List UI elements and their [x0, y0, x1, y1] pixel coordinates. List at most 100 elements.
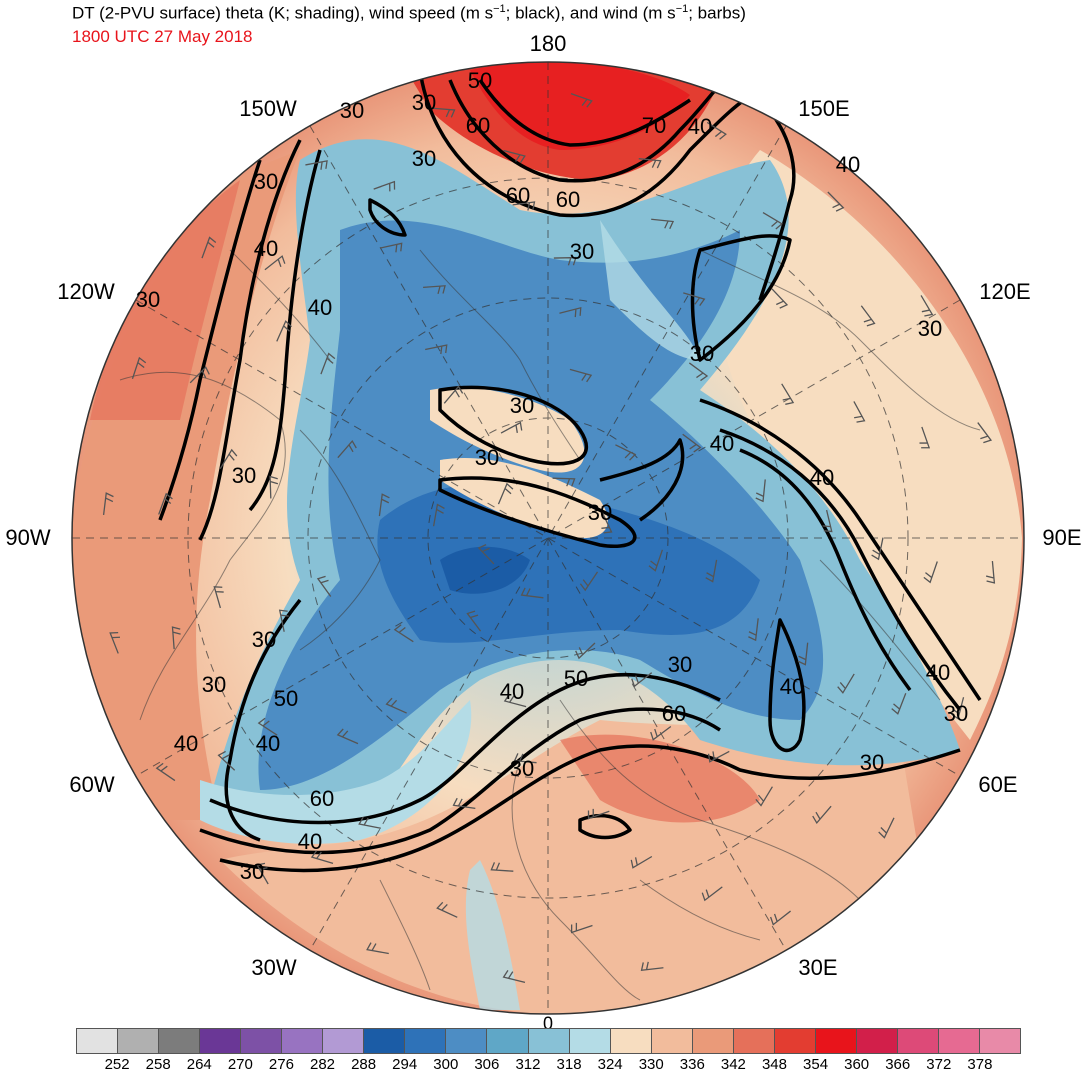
wind-barb	[871, 537, 884, 561]
wind-barb	[770, 910, 791, 926]
wind-barb	[380, 242, 403, 253]
wind-barb	[923, 561, 938, 584]
longitude-label-150w: 150W	[239, 96, 297, 121]
contour-label: 50	[274, 686, 298, 711]
contour-label: 60	[556, 187, 580, 212]
colorbar-tick-label: 276	[268, 1056, 294, 1073]
wind-barb	[477, 544, 495, 565]
wind-barb	[891, 692, 907, 715]
colorbar-swatch	[610, 1029, 652, 1053]
wind-barb	[985, 560, 996, 584]
colorbar-swatch	[980, 1029, 1021, 1053]
wind-barb	[213, 586, 224, 609]
wind-barb	[336, 728, 359, 745]
colorbar-swatch	[774, 1029, 816, 1053]
wind-barb	[762, 212, 784, 230]
colorbar-tick-label: 336	[679, 1056, 705, 1073]
colorbar-swatch	[569, 1029, 611, 1053]
longitude-label-90w: 90W	[5, 525, 51, 550]
contour-label: 70	[642, 113, 666, 138]
colorbar-tick-label: 270	[227, 1056, 253, 1073]
wind-barb	[559, 306, 582, 318]
wind-barb	[920, 295, 934, 317]
wind-barb	[682, 433, 702, 453]
wind-barb	[337, 439, 357, 459]
colorbar-tick-label: 366	[885, 1056, 911, 1073]
wind-barb	[755, 786, 773, 807]
wind-barb	[264, 255, 286, 271]
wind-barb	[490, 862, 514, 872]
colorbar-swatch	[241, 1029, 283, 1053]
figure-title: DT (2-PVU surface) theta (K; shading), w…	[72, 3, 746, 23]
wind-barb	[569, 368, 593, 383]
wind-barb	[278, 609, 289, 632]
contour-label: 30	[510, 393, 534, 418]
longitude-label-30w: 30W	[251, 955, 297, 980]
wind-barb	[837, 673, 855, 694]
contour-label: 60	[662, 701, 686, 726]
colorbar-swatch	[692, 1029, 734, 1053]
wind-barb	[579, 571, 599, 592]
contour-label: 30	[240, 859, 264, 884]
wind-barb	[748, 618, 759, 642]
valid-time: 1800 UTC 27 May 2018	[72, 27, 253, 46]
longitude-label-30e: 30E	[798, 955, 838, 980]
wind-barb	[155, 762, 176, 782]
contour-label: 30	[510, 756, 534, 781]
wind-barb	[320, 352, 336, 375]
wind-barb	[853, 401, 866, 423]
wind-barb	[827, 191, 845, 212]
wind-barb	[755, 479, 766, 503]
contour-label: 30	[136, 287, 160, 312]
wind-barb	[358, 816, 381, 829]
wind-barb	[951, 697, 965, 720]
contour-label: 40	[780, 674, 804, 699]
wind-barb	[701, 886, 723, 902]
colorbar-swatch	[282, 1029, 324, 1053]
contour-label: 30	[860, 750, 884, 775]
wind-barb	[878, 817, 895, 839]
contour-label: 30	[252, 627, 276, 652]
contour-label: 40	[500, 679, 524, 704]
wind-barb	[378, 493, 390, 517]
wind-barb	[316, 575, 332, 597]
contour-label: 50	[564, 666, 588, 691]
colorbar-swatch	[405, 1029, 447, 1053]
contour-label: 30	[944, 701, 968, 726]
longitude-label-60w: 60W	[69, 772, 115, 797]
colorbar	[76, 1028, 1021, 1054]
contour-label: 30	[668, 652, 692, 677]
wind-barb	[638, 158, 662, 169]
contour-label: 60	[310, 786, 334, 811]
wind-barb	[497, 482, 514, 505]
contour-label: 40	[710, 431, 734, 456]
contour-label: 30	[475, 445, 499, 470]
contour-label: 30	[254, 169, 278, 194]
colorbar-swatch	[938, 1029, 981, 1053]
wind-barb	[587, 808, 610, 820]
wind-barb	[977, 422, 993, 444]
wind-barb	[797, 642, 809, 666]
contour-label: 30	[202, 672, 226, 697]
colorbar-tick-label: 312	[515, 1056, 541, 1073]
wind-barb	[425, 344, 448, 355]
wind-barb	[650, 725, 672, 741]
wind-barb	[513, 753, 537, 764]
colorbar-tick-label: 372	[926, 1056, 952, 1073]
wind-barb	[171, 626, 181, 650]
contour-label: 30	[690, 341, 714, 366]
colorbar-swatch	[364, 1029, 406, 1053]
colorbar-tick-label: 264	[186, 1056, 212, 1073]
wind-barb	[423, 285, 446, 295]
longitude-label-120w: 120W	[57, 279, 115, 304]
colorbar-swatch	[815, 1029, 857, 1053]
wind-barb	[552, 477, 576, 487]
colorbar-tick-label: 342	[720, 1056, 746, 1073]
wind-barb	[570, 92, 593, 108]
wind-barb	[109, 631, 121, 654]
colorbar-swatch	[897, 1029, 939, 1053]
longitude-label-180: 180	[529, 31, 567, 56]
contour-label: 60	[466, 113, 490, 138]
wind-barb	[502, 970, 526, 984]
wind-barb	[373, 180, 396, 192]
